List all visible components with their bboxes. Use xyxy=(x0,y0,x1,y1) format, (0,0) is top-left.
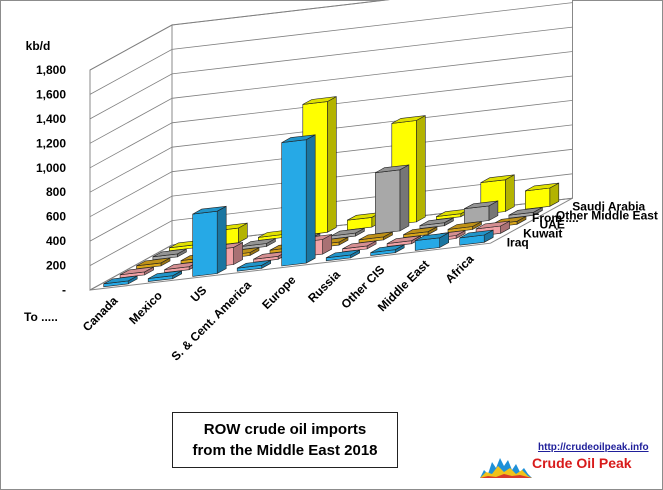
crude-oil-peak-logo: http://crudeoilpeak.info Crude Oil Peak xyxy=(480,438,650,482)
gridline xyxy=(89,100,573,193)
y-tick-label: 1,800 xyxy=(36,63,66,77)
gridline xyxy=(89,2,573,95)
gridline xyxy=(89,51,573,144)
bar-saudi-arabia-4 xyxy=(346,211,382,231)
gridline xyxy=(89,124,573,218)
bar-iraq-3 xyxy=(236,259,272,272)
gridline xyxy=(89,75,573,169)
y-tick-label: 1,600 xyxy=(36,87,66,101)
bar-other-middle-east-8 xyxy=(508,206,543,219)
category-label: Canada xyxy=(80,293,121,334)
bar-iraq-4 xyxy=(281,134,316,267)
bar-uae-5 xyxy=(358,231,393,244)
depth-axis-label: From .... xyxy=(532,211,579,225)
bar-other-middle-east-5 xyxy=(375,164,410,235)
gridline xyxy=(89,148,573,242)
bar-kuwait-5 xyxy=(342,240,377,253)
y-tick-label: 1,200 xyxy=(36,136,66,150)
y-tick-label: - xyxy=(62,283,66,297)
series-label: Other Middle East xyxy=(556,209,658,223)
x-axis-label: To ..... xyxy=(24,310,58,324)
bar-other-middle-east-7 xyxy=(464,200,499,224)
chart-title-box: ROW crude oil imports from the Middle Ea… xyxy=(172,412,398,468)
bar-uae-0 xyxy=(136,257,171,270)
series-label: Iraq xyxy=(507,236,529,250)
series-label: Saudi Arabia xyxy=(572,200,645,214)
gridline xyxy=(89,173,573,266)
series-label: UAE xyxy=(540,218,565,232)
series-label: Kuwait xyxy=(523,227,562,241)
y-tick-label: 1,000 xyxy=(36,161,66,175)
bar-layer xyxy=(103,96,560,288)
chart-title-line-1: ROW crude oil imports xyxy=(203,421,367,438)
category-label: Africa xyxy=(442,252,476,286)
category-label: US xyxy=(188,283,210,305)
category-label: Russia xyxy=(305,267,343,305)
y-axis: - 200 400 600 800 1,000 1,200 1,400 1,600 1,800 kb… xyxy=(26,39,67,297)
bar-iraq-0 xyxy=(103,275,138,288)
category-label: Middle East xyxy=(375,257,432,314)
category-label: Mexico xyxy=(126,288,165,327)
bar-uae-6 xyxy=(403,226,438,238)
y-tick-label: 400 xyxy=(46,234,66,248)
category-label: Europe xyxy=(259,273,298,312)
bar-saudi-arabia-8 xyxy=(524,182,560,210)
logo-url[interactable]: http://crudeoilpeak.info xyxy=(538,442,649,453)
chart-title-line-2: from the Middle East 2018 xyxy=(192,442,378,459)
chart-side-wall xyxy=(89,24,173,291)
bar-iraq-5 xyxy=(325,249,361,262)
bar-iraq-1 xyxy=(147,270,182,282)
y-axis-label: kb/d xyxy=(26,39,51,53)
bar-iraq-6 xyxy=(370,244,405,256)
bar-iraq-2 xyxy=(192,205,227,277)
y-tick-label: 200 xyxy=(46,259,66,273)
gridline xyxy=(89,26,573,120)
logo-graph-icon xyxy=(480,458,532,478)
y-tick-label: 600 xyxy=(46,210,66,224)
gridline xyxy=(89,0,390,71)
bar-iraq-7 xyxy=(414,232,450,251)
y-tick-label: 1,400 xyxy=(36,112,66,126)
bar-iraq-8 xyxy=(459,229,494,246)
category-label: S. & Cent. America xyxy=(168,278,254,364)
y-tick-label: 800 xyxy=(46,185,66,199)
gridline xyxy=(89,197,573,291)
logo-name: Crude Oil Peak xyxy=(532,455,632,471)
